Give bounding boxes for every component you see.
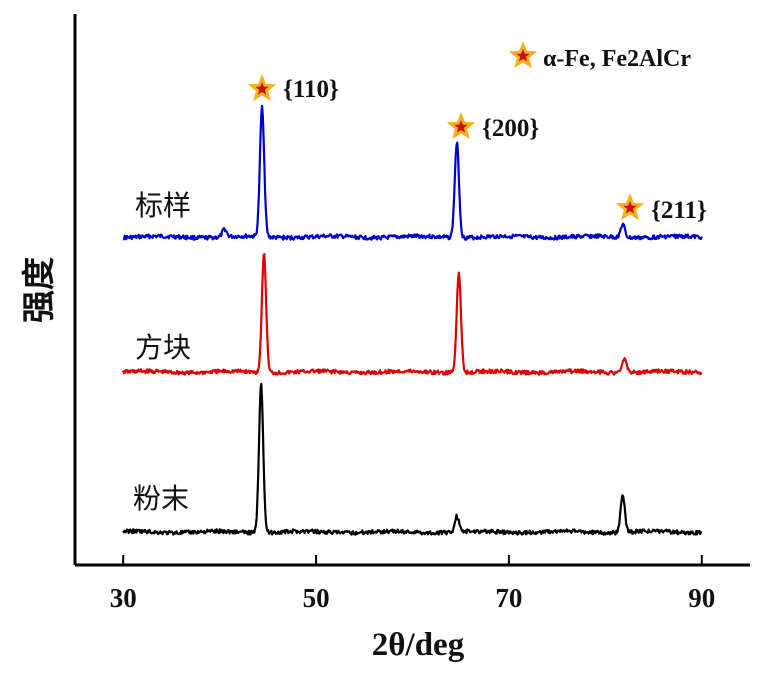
y-axis-title: 强度 xyxy=(21,257,58,323)
series-label-2: 粉末 xyxy=(133,482,189,515)
x-tick-label-50: 50 xyxy=(303,583,330,613)
legend-text: α-Fe, Fe2AlCr xyxy=(543,46,691,72)
x-tick-label-30: 30 xyxy=(110,583,137,613)
series-line-0 xyxy=(122,104,703,241)
star-icon xyxy=(446,112,476,140)
series-line-1 xyxy=(122,253,703,376)
x-axis-title: 2θ/deg xyxy=(372,627,465,663)
peak-annotations: {110} {200} {211} xyxy=(247,74,707,224)
peak-label-2: {211} xyxy=(651,197,707,224)
x-ticks: 30 50 70 90 xyxy=(110,555,715,613)
x-tick-label-90: 90 xyxy=(688,583,715,613)
legend: α-Fe, Fe2AlCr xyxy=(508,41,691,72)
star-icon xyxy=(615,193,645,221)
star-icon xyxy=(508,41,538,69)
series-group xyxy=(122,104,703,536)
peak-label-0: {110} xyxy=(283,76,339,103)
legend-star-icon xyxy=(508,41,538,69)
series-label-1: 方块 xyxy=(135,331,191,364)
x-tick-label-70: 70 xyxy=(495,583,522,613)
peak-label-1: {200} xyxy=(482,115,539,142)
star-icon xyxy=(247,74,277,102)
series-label-0: 标样 xyxy=(135,189,191,222)
series-line-2 xyxy=(122,382,703,536)
